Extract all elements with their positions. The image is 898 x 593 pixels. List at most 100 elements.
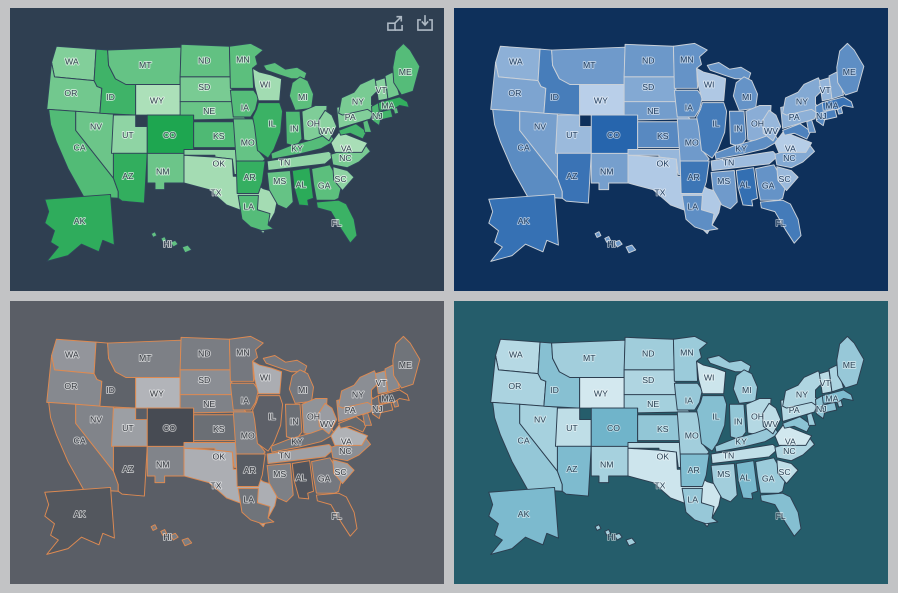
state-shape-sd[interactable] xyxy=(623,76,678,103)
state-shape-me[interactable] xyxy=(392,335,421,389)
state-shape-sd[interactable] xyxy=(179,76,234,103)
state-shape-md[interactable] xyxy=(782,416,812,433)
state-shape-in[interactable] xyxy=(284,403,303,441)
state-shape-mi[interactable] xyxy=(262,355,308,373)
state-shape-nh[interactable] xyxy=(828,364,845,393)
state-shape-ut[interactable] xyxy=(555,114,592,154)
state-shape-mi[interactable] xyxy=(262,62,308,80)
state-shape-sc[interactable] xyxy=(332,166,355,192)
state-shape-az[interactable] xyxy=(112,445,148,497)
state-shape-ut[interactable] xyxy=(111,114,148,154)
state-shape-al[interactable] xyxy=(291,167,314,207)
expand-button[interactable] xyxy=(386,14,404,32)
state-shape-co[interactable] xyxy=(146,114,195,154)
state-shape-ct[interactable] xyxy=(377,108,394,121)
state-shape-hi[interactable] xyxy=(625,244,637,254)
state-shape-nm[interactable] xyxy=(146,445,185,484)
state-shape-de[interactable] xyxy=(806,119,816,133)
state-shape-ct[interactable] xyxy=(377,401,394,414)
state-shape-ut[interactable] xyxy=(555,407,592,447)
state-shape-mn[interactable] xyxy=(672,335,708,382)
state-shape-ms[interactable] xyxy=(266,463,294,503)
state-shape-ak[interactable] xyxy=(44,486,115,555)
state-shape-ar[interactable] xyxy=(235,453,266,487)
state-shape-wv[interactable] xyxy=(317,109,338,142)
state-shape-hi[interactable] xyxy=(150,524,158,531)
state-shape-ma[interactable] xyxy=(377,389,410,404)
state-shape-me[interactable] xyxy=(836,335,865,389)
state-shape-wi[interactable] xyxy=(696,360,727,395)
state-shape-md[interactable] xyxy=(338,123,368,140)
state-shape-ar[interactable] xyxy=(235,160,266,194)
state-shape-nm[interactable] xyxy=(146,152,185,191)
state-shape-hi[interactable] xyxy=(625,537,637,547)
state-shape-hi[interactable] xyxy=(594,231,602,238)
state-shape-fl[interactable] xyxy=(315,492,358,537)
state-shape-fl[interactable] xyxy=(759,492,802,537)
state-shape-mt[interactable] xyxy=(107,46,182,85)
state-shape-wy[interactable] xyxy=(579,84,626,116)
state-shape-co[interactable] xyxy=(590,114,639,154)
state-shape-mi[interactable] xyxy=(288,369,314,404)
state-shape-ia[interactable] xyxy=(673,382,703,411)
state-shape-me[interactable] xyxy=(392,42,421,96)
state-shape-mi[interactable] xyxy=(706,355,752,373)
state-shape-nd[interactable] xyxy=(623,43,675,78)
state-shape-nm[interactable] xyxy=(590,445,629,484)
state-shape-la[interactable] xyxy=(237,487,275,525)
state-shape-co[interactable] xyxy=(590,407,639,447)
state-shape-mn[interactable] xyxy=(228,42,264,89)
state-shape-ak[interactable] xyxy=(488,486,559,555)
state-shape-in[interactable] xyxy=(728,403,747,441)
state-shape-tn[interactable] xyxy=(266,443,335,465)
state-shape-mt[interactable] xyxy=(551,339,626,378)
state-shape-hi[interactable] xyxy=(150,231,158,238)
state-shape-ma[interactable] xyxy=(821,96,854,111)
state-shape-ak[interactable] xyxy=(44,193,115,262)
state-shape-ar[interactable] xyxy=(679,160,710,194)
state-shape-hi[interactable] xyxy=(160,529,168,536)
state-shape-al[interactable] xyxy=(735,460,758,500)
state-shape-sd[interactable] xyxy=(179,369,234,396)
state-shape-nm[interactable] xyxy=(590,152,629,191)
state-shape-mi[interactable] xyxy=(732,369,758,404)
state-shape-wa[interactable] xyxy=(51,338,97,375)
state-shape-la[interactable] xyxy=(681,487,719,525)
state-shape-az[interactable] xyxy=(556,152,592,204)
state-shape-ia[interactable] xyxy=(229,382,259,411)
state-shape-sc[interactable] xyxy=(332,459,355,485)
state-shape-hi[interactable] xyxy=(181,537,193,547)
state-shape-ct[interactable] xyxy=(821,401,838,414)
state-shape-la[interactable] xyxy=(237,194,275,232)
state-shape-nd[interactable] xyxy=(623,336,675,371)
state-shape-wi[interactable] xyxy=(252,67,283,102)
state-shape-wv[interactable] xyxy=(761,109,782,142)
state-shape-ar[interactable] xyxy=(679,453,710,487)
state-shape-nh[interactable] xyxy=(384,71,401,100)
state-shape-ms[interactable] xyxy=(710,170,738,210)
state-shape-sc[interactable] xyxy=(776,459,799,485)
state-shape-hi[interactable] xyxy=(169,532,179,541)
state-shape-az[interactable] xyxy=(112,152,148,204)
state-shape-ma[interactable] xyxy=(821,389,854,404)
state-shape-az[interactable] xyxy=(556,445,592,497)
state-shape-ia[interactable] xyxy=(229,89,259,118)
state-shape-wy[interactable] xyxy=(135,84,182,116)
state-shape-wy[interactable] xyxy=(135,377,182,409)
state-shape-md[interactable] xyxy=(338,416,368,433)
state-shape-ia[interactable] xyxy=(673,89,703,118)
state-shape-hi[interactable] xyxy=(181,244,193,254)
state-shape-wv[interactable] xyxy=(317,402,338,435)
state-shape-mn[interactable] xyxy=(228,335,264,382)
state-shape-ut[interactable] xyxy=(111,407,148,447)
state-shape-wa[interactable] xyxy=(51,45,97,82)
state-shape-wy[interactable] xyxy=(579,377,626,409)
state-shape-ms[interactable] xyxy=(710,463,738,503)
state-shape-nh[interactable] xyxy=(384,364,401,393)
state-shape-hi[interactable] xyxy=(160,236,168,243)
state-shape-tn[interactable] xyxy=(710,150,779,172)
state-shape-hi[interactable] xyxy=(604,236,612,243)
state-shape-al[interactable] xyxy=(291,460,314,500)
